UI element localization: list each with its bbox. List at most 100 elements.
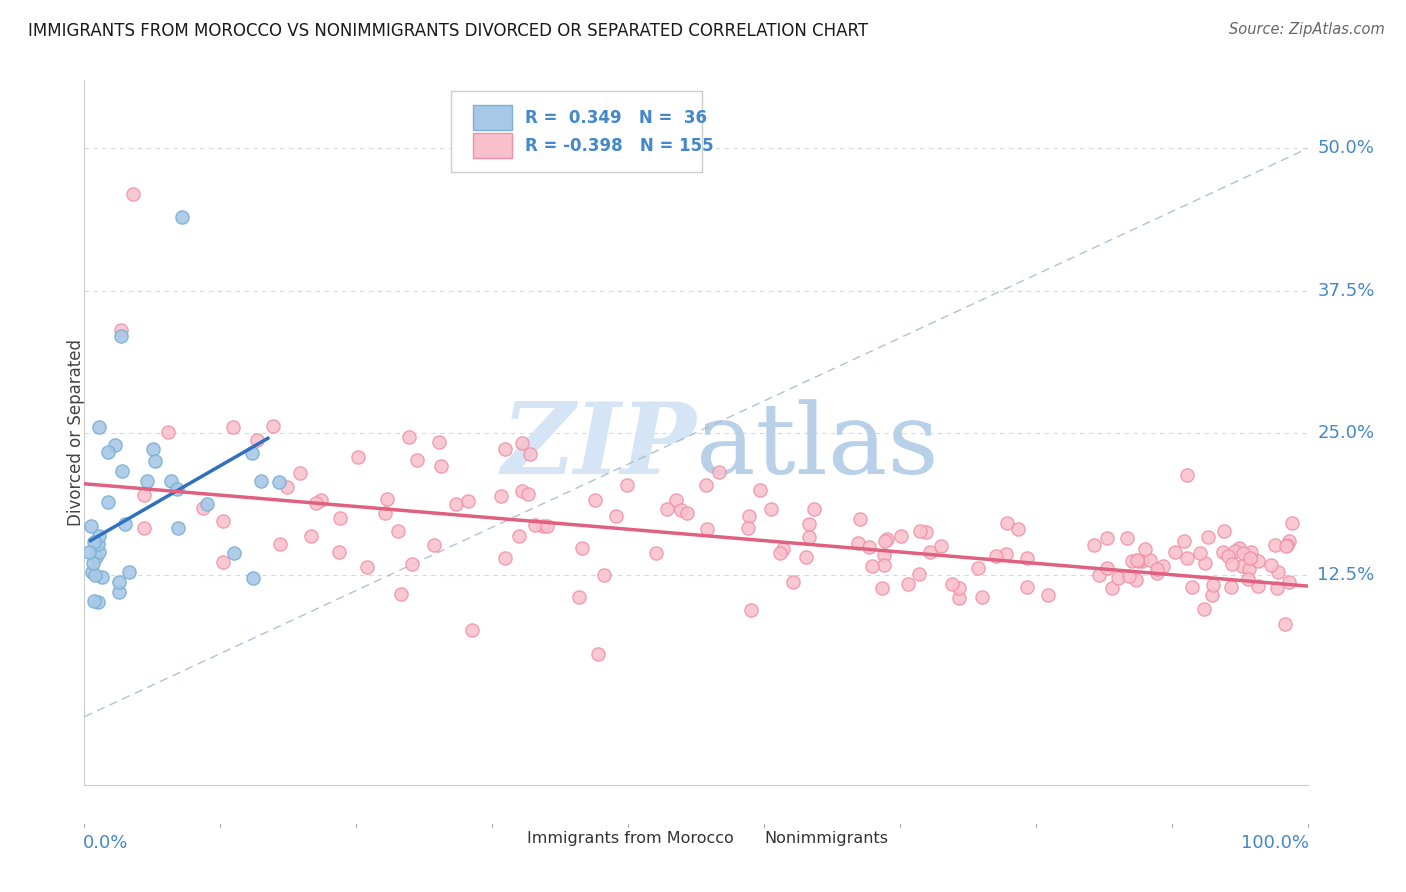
Point [890,529,912,543]
Text: R =  0.349   N =  36: R = 0.349 N = 36 [524,109,707,127]
Point [494,442,516,456]
Point [159,474,181,488]
Point [398,430,420,444]
Point [389,587,412,601]
Point [114,517,136,532]
Point [1118,569,1140,583]
Point [846,536,869,550]
Point [586,647,609,661]
Point [1017,551,1039,566]
Point [457,493,479,508]
Point [1087,567,1109,582]
Point [749,483,772,497]
Point [347,450,370,464]
Point [524,518,547,533]
Point [104,438,127,452]
Point [142,442,165,457]
Point [1247,579,1270,593]
Point [276,480,298,494]
Point [1274,539,1296,553]
Point [1125,573,1147,587]
Point [707,465,730,479]
Point [873,558,896,572]
Point [145,454,167,468]
Point [1275,538,1298,552]
Point [212,556,235,570]
Point [915,525,938,540]
Point [1007,522,1029,536]
Point [84,567,107,582]
Point [1267,566,1289,580]
Point [875,533,897,548]
Point [1126,553,1149,567]
Point [772,542,794,557]
Point [1278,575,1301,590]
Point [309,492,332,507]
Point [1260,558,1282,572]
Point [737,521,759,535]
Point [737,508,759,523]
Point [1083,538,1105,552]
Point [108,574,131,589]
Point [1164,544,1187,558]
Point [1017,581,1039,595]
Point [1278,534,1301,549]
Text: R = -0.398   N = 155: R = -0.398 N = 155 [524,136,713,155]
Point [571,541,593,555]
Point [908,566,931,581]
Point [87,545,110,559]
Point [1201,588,1223,602]
Point [172,210,194,224]
Text: Nonimmigrants: Nonimmigrants [765,831,889,846]
Text: 50.0%: 50.0% [1317,139,1374,158]
Point [929,540,952,554]
Point [374,506,396,520]
Point [897,577,920,591]
Point [83,594,105,608]
Point [1192,601,1215,615]
Text: ZIP: ZIP [501,399,696,495]
Point [1230,559,1253,574]
Point [77,545,100,559]
Point [1197,530,1219,544]
Point [593,568,616,582]
Point [422,537,444,551]
Point [134,488,156,502]
Point [1237,562,1260,576]
Point [657,502,679,516]
Point [97,494,120,508]
Point [430,458,453,473]
Point [1107,571,1129,585]
Point [967,560,990,574]
Point [132,520,155,534]
Point [375,491,398,506]
Text: 37.5%: 37.5% [1317,282,1375,300]
Point [1121,554,1143,568]
Text: 0.0%: 0.0% [83,834,128,852]
Point [1239,552,1261,566]
Point [1220,557,1243,571]
Point [970,590,993,604]
Point [1237,572,1260,586]
Point [517,487,540,501]
Point [1239,551,1261,566]
Point [110,323,132,337]
Point [1274,616,1296,631]
Point [108,585,131,599]
Point [941,576,963,591]
Point [83,535,105,549]
Point [860,559,883,574]
Point [1173,533,1195,548]
Point [1232,546,1254,560]
Point [1175,467,1198,482]
Point [531,519,554,533]
Point [269,536,291,550]
Point [82,556,104,570]
Point [1146,561,1168,575]
Point [136,474,159,488]
Point [695,477,717,491]
Point [644,546,666,560]
Point [91,570,114,584]
FancyBboxPatch shape [474,105,513,130]
Point [740,602,762,616]
